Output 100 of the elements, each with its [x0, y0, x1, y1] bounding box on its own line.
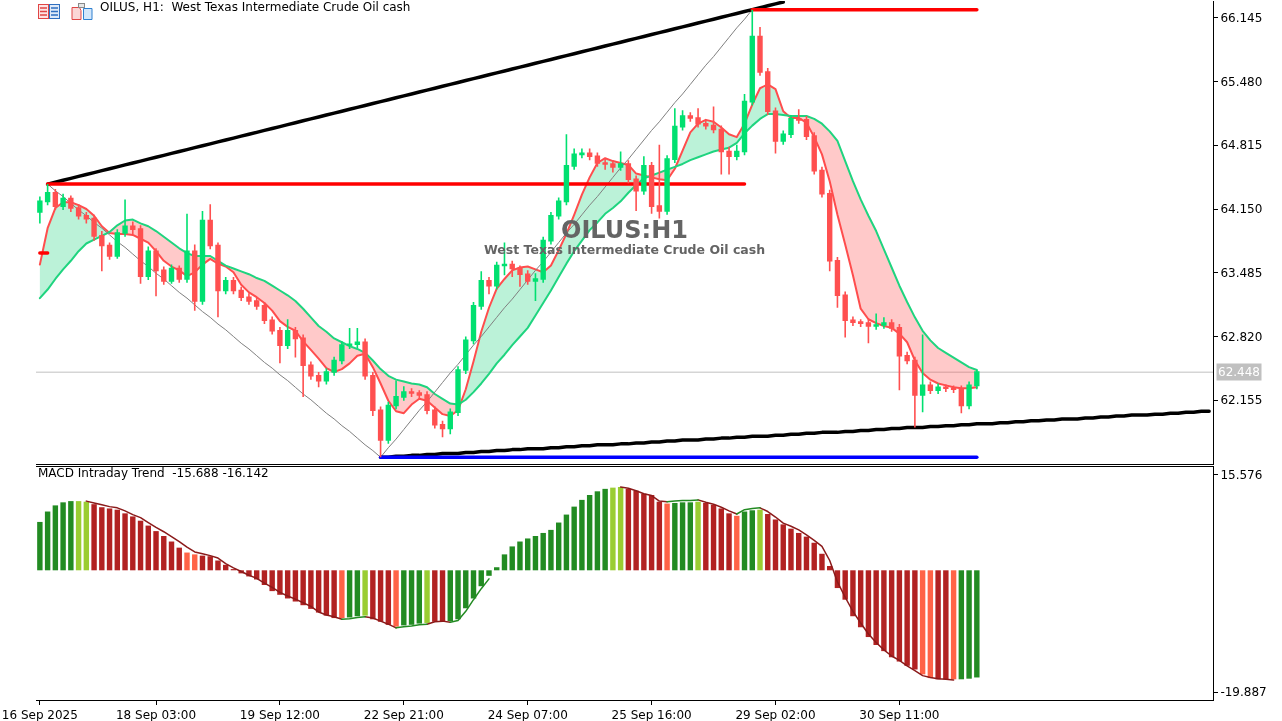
bar: [796, 532, 802, 571]
bar: [842, 570, 848, 600]
bar: [919, 570, 926, 675]
bar: [927, 570, 934, 679]
bar: [617, 487, 624, 571]
bar: [904, 570, 910, 666]
bar: [594, 491, 601, 571]
bar: [974, 570, 980, 678]
bar: [555, 522, 562, 571]
candlestick: [958, 384, 965, 414]
bar: [548, 529, 554, 571]
bar: [950, 570, 957, 680]
candlestick: [966, 380, 972, 411]
bar: [377, 570, 384, 622]
candlestick: [401, 385, 407, 402]
bar: [424, 570, 430, 623]
bar: [896, 570, 903, 662]
candlestick: [950, 384, 957, 394]
x-tick-label: 24 Sep 07:00: [487, 708, 568, 721]
bar: [99, 507, 105, 571]
bar: [610, 487, 616, 571]
candlestick: [424, 390, 430, 415]
bar: [517, 541, 523, 571]
bar: [300, 570, 306, 606]
bar: [586, 494, 593, 571]
bar: [602, 488, 608, 571]
candlestick: [439, 420, 446, 438]
candlestick: [393, 379, 399, 411]
bar: [803, 536, 810, 571]
candlestick: [44, 183, 51, 206]
candlestick: [75, 203, 82, 221]
y-tick-label: 62.155: [1220, 393, 1263, 408]
bar: [137, 520, 144, 571]
candlestick: [935, 382, 941, 395]
bar: [385, 570, 392, 625]
bar: [718, 508, 724, 571]
bar: [819, 553, 825, 571]
bar: [641, 493, 647, 571]
candlestick: [408, 387, 415, 398]
bar: [308, 570, 314, 609]
bar: [633, 490, 639, 571]
bar: [757, 509, 763, 571]
bar: [486, 570, 492, 576]
bar: [625, 488, 632, 571]
x-tick-label: 25 Sep 16:00: [611, 708, 692, 721]
bar: [106, 508, 113, 571]
candlestick: [455, 365, 461, 417]
x-tick-label: 30 Sep 11:00: [859, 708, 940, 721]
bar: [772, 519, 779, 571]
bar: [362, 570, 368, 616]
x-tick-label: 18 Sep 03:00: [115, 708, 197, 721]
bar: [168, 541, 175, 571]
bar: [509, 546, 515, 571]
bar: [91, 504, 97, 571]
bar: [873, 570, 879, 646]
bar: [788, 528, 794, 571]
bar: [695, 501, 701, 571]
bar: [114, 509, 121, 571]
bar: [881, 570, 887, 652]
bar: [912, 570, 918, 670]
bar: [60, 502, 66, 571]
x-tick-label: 16 Sep 2025: [1, 708, 78, 721]
bar: [703, 502, 709, 571]
bar: [648, 494, 655, 571]
bar: [966, 570, 972, 679]
candlestick: [943, 383, 949, 393]
bar: [780, 524, 786, 571]
bar: [710, 504, 717, 571]
bar: [44, 511, 51, 571]
y-tick-label: -19.887: [1220, 685, 1267, 700]
bar: [540, 532, 546, 571]
bar: [68, 501, 74, 571]
bar: [331, 570, 337, 619]
candlestick: [447, 407, 453, 436]
bar: [656, 501, 663, 571]
bar: [83, 501, 90, 571]
candlestick: [385, 400, 392, 445]
bar: [726, 513, 732, 571]
bar: [161, 536, 167, 571]
bar: [439, 570, 446, 622]
bar: [734, 515, 740, 571]
bar: [563, 514, 570, 571]
x-tick-label: 19 Sep 12:00: [239, 708, 320, 721]
bar: [292, 570, 299, 602]
bar: [37, 521, 43, 571]
bar: [935, 570, 941, 680]
bar: [323, 570, 330, 616]
bar: [215, 560, 221, 571]
y-tick-label: 15.576: [1220, 468, 1263, 483]
bar: [525, 538, 531, 571]
candlestick: [416, 389, 422, 400]
candlestick: [68, 194, 74, 213]
bar: [315, 570, 322, 613]
bar: [145, 525, 151, 571]
bar: [811, 542, 817, 571]
candlestick: [37, 195, 43, 225]
candlestick: [60, 192, 66, 211]
bar: [192, 554, 198, 571]
candlestick: [377, 405, 384, 459]
bar: [393, 570, 399, 627]
